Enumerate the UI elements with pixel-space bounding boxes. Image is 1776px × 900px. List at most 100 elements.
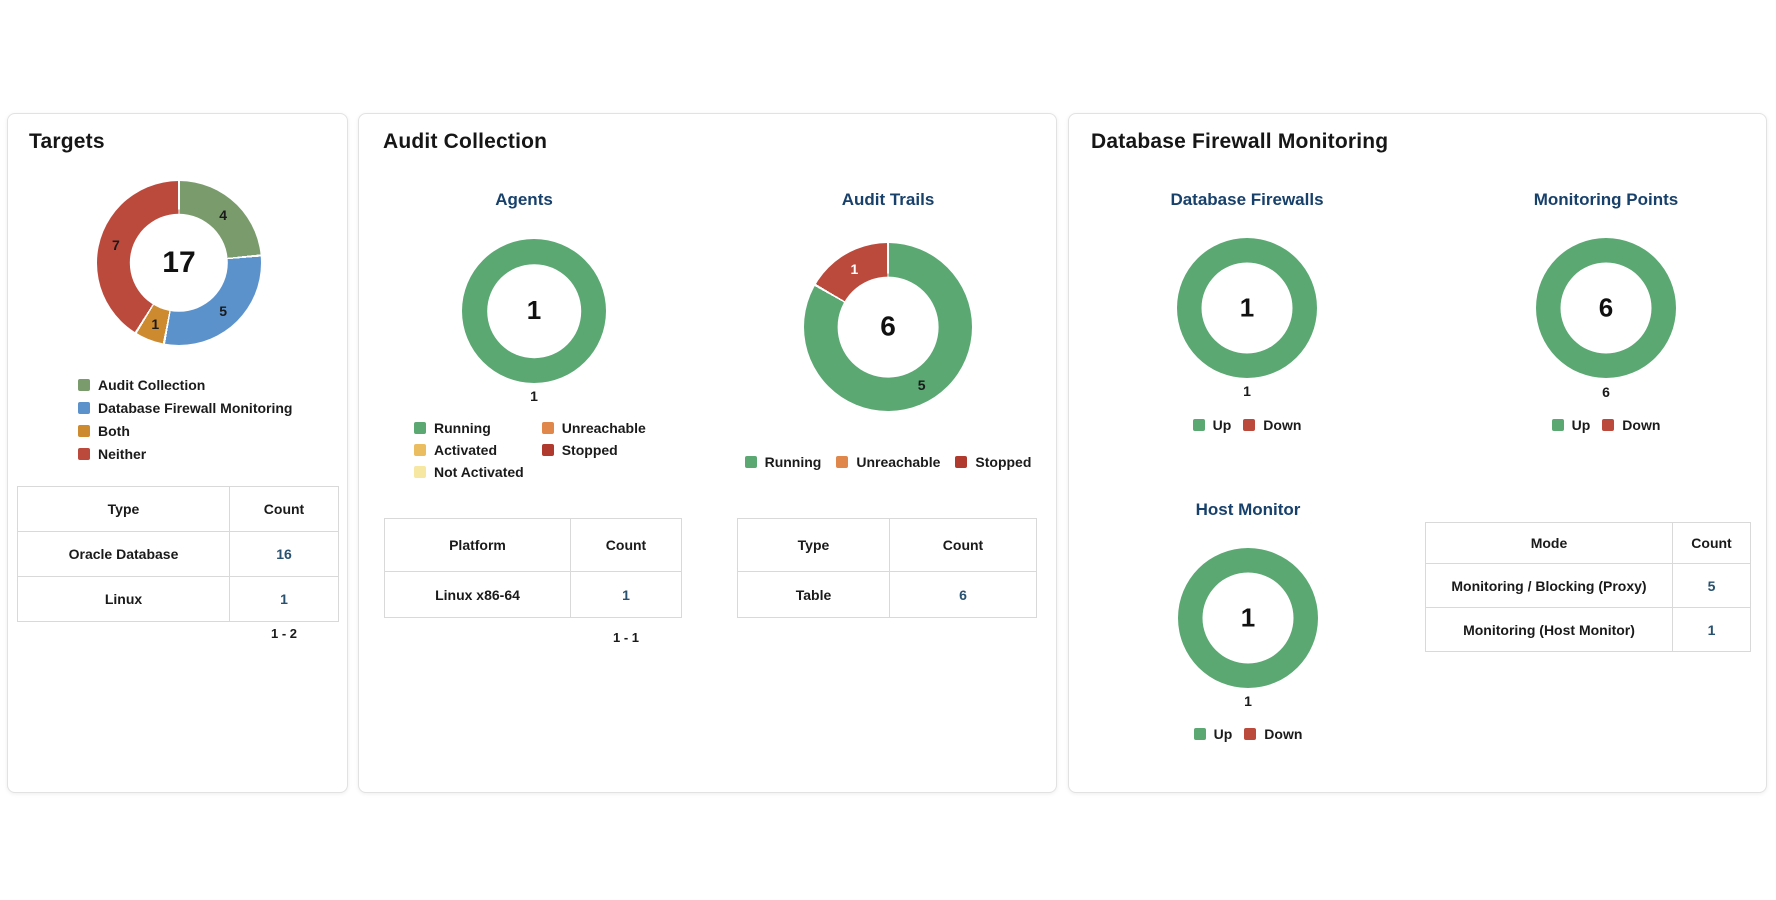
monitoring-points-donut-chart[interactable]: 6: [1536, 238, 1676, 378]
legend-swatch-icon: [541, 422, 554, 434]
column-header: Type: [17, 486, 230, 532]
legend-item: Stopped: [955, 454, 1031, 470]
legend-swatch-icon: [78, 448, 90, 460]
table-row: Monitoring / Blocking (Proxy) 5: [1425, 563, 1751, 608]
legend-swatch-icon: [1244, 728, 1257, 740]
audit-trails-donut-chart[interactable]: 6 5 1: [804, 243, 972, 411]
legend-swatch-icon: [836, 456, 849, 468]
donut-center-value: 6: [880, 310, 896, 342]
agents-chart-title: Agents: [495, 190, 553, 209]
legend-item: Both: [78, 423, 292, 439]
donut-center-value: 6: [1598, 292, 1614, 323]
legend-label: Unreachable: [561, 420, 646, 436]
donut-hole: 6: [837, 276, 939, 378]
donut-center-value: 17: [162, 245, 196, 279]
legend-swatch-icon: [1602, 419, 1615, 431]
database-firewalls-donut-axis-label: 1: [1243, 383, 1251, 399]
table-cell[interactable]: 1: [1672, 607, 1751, 652]
legend-label: Up: [1571, 417, 1591, 433]
targets-legend: Audit Collection Database Firewall Monito…: [78, 377, 292, 462]
table-cell: Oracle Database: [17, 531, 230, 577]
legend-swatch-icon: [1192, 419, 1205, 431]
donut-center-value: 1: [1239, 292, 1255, 323]
monitoring-points-mode-table: Mode Count Monitoring / Blocking (Proxy) 5 M…: [1425, 522, 1751, 652]
table-cell: Linux x86-64: [384, 571, 571, 618]
card-title-audit-collection: Audit Collection: [383, 130, 548, 153]
column-header: Type: [737, 518, 890, 572]
database-firewalls-chart-title: Database Firewalls: [1170, 190, 1324, 209]
legend-label: Both: [98, 423, 130, 439]
table-cell[interactable]: 1: [570, 571, 682, 618]
host-monitor-donut-chart[interactable]: 1: [1178, 548, 1318, 688]
count-link[interactable]: 5: [1707, 577, 1716, 594]
donut-center-value: 1: [526, 295, 542, 326]
legend-label: Not Activated: [434, 464, 524, 480]
host-monitor-chart-title: Host Monitor: [1195, 500, 1301, 519]
legend-swatch-icon: [955, 456, 968, 468]
count-link[interactable]: 1: [280, 591, 288, 607]
legend-label: Down: [1263, 417, 1302, 433]
legend-label: Stopped: [561, 442, 618, 458]
legend-item: Up: [1192, 417, 1231, 433]
donut-hole: 17: [129, 213, 229, 313]
legend-swatch-icon: [414, 444, 426, 456]
donut-hole: 6: [1560, 262, 1652, 354]
database-firewalls-donut-chart[interactable]: 1: [1177, 238, 1317, 378]
legend-swatch-icon: [541, 444, 554, 456]
table-row: Linux x86-64 1: [384, 571, 682, 618]
database-firewalls-legend: Up Down: [1177, 417, 1317, 433]
legend-item: Unreachable: [541, 420, 646, 436]
table-cell[interactable]: 5: [1672, 563, 1751, 608]
count-link[interactable]: 1: [622, 586, 630, 603]
legend-item: Up: [1551, 417, 1591, 433]
slice-value-label: 1: [850, 260, 859, 277]
audit-trails-legend: Running Unreachable Stopped: [744, 454, 1031, 470]
legend-item: Running: [744, 454, 821, 470]
agents-donut-axis-label: 1: [530, 388, 538, 404]
audit-trails-chart-title: Audit Trails: [841, 190, 935, 209]
slice-value-label: 1: [151, 316, 160, 333]
targets-table-pagination: 1 - 2: [270, 626, 297, 641]
host-monitor-legend: Up Down: [1178, 726, 1318, 742]
slice-value-label: 4: [219, 206, 228, 223]
table-cell: Table: [737, 571, 890, 618]
column-header: Count: [229, 486, 339, 532]
monitoring-points-donut-axis-label: 6: [1602, 384, 1610, 400]
legend-item: Audit Collection: [78, 377, 292, 393]
legend-swatch-icon: [78, 402, 90, 414]
slice-value-label: 5: [917, 377, 926, 394]
legend-label: Running: [434, 420, 491, 436]
audit-collection-card: Audit Collection Agents 1 1 Running Activ…: [358, 113, 1057, 793]
database-firewall-monitoring-card: Database Firewall Monitoring Database Fi…: [1068, 113, 1767, 793]
table-row: Linux 1: [17, 576, 339, 622]
host-monitor-donut-axis-label: 1: [1244, 693, 1252, 709]
agents-donut-chart[interactable]: 1: [462, 239, 606, 383]
card-title-targets: Targets: [29, 130, 105, 153]
legend-item: Up: [1193, 726, 1233, 742]
count-link[interactable]: 16: [276, 546, 292, 562]
audit-trails-table: Type Count Table 6: [737, 518, 1037, 618]
legend-label: Unreachable: [856, 454, 941, 470]
slice-value-label: 5: [219, 303, 228, 320]
legend-item: Down: [1602, 417, 1660, 433]
table-cell[interactable]: 1: [229, 576, 339, 622]
donut-hole: 1: [1201, 262, 1293, 354]
table-cell: Monitoring / Blocking (Proxy): [1425, 563, 1673, 608]
column-header: Count: [570, 518, 682, 572]
table-cell: Monitoring (Host Monitor): [1425, 607, 1673, 652]
legend-item: Down: [1243, 417, 1301, 433]
legend-item: Database Firewall Monitoring: [78, 400, 292, 416]
monitoring-points-chart-title: Monitoring Points: [1533, 190, 1679, 209]
count-link[interactable]: 6: [959, 586, 967, 603]
table-cell[interactable]: 16: [229, 531, 339, 577]
table-row: Table 6: [737, 571, 1037, 618]
legend-label: Down: [1622, 417, 1661, 433]
table-cell[interactable]: 6: [889, 571, 1037, 618]
donut-center-value: 1: [1240, 602, 1256, 633]
count-link[interactable]: 1: [1707, 621, 1716, 638]
monitoring-points-legend: Up Down: [1536, 417, 1676, 433]
legend-swatch-icon: [78, 425, 90, 437]
legend-label: Up: [1213, 726, 1233, 742]
legend-item: Unreachable: [836, 454, 940, 470]
